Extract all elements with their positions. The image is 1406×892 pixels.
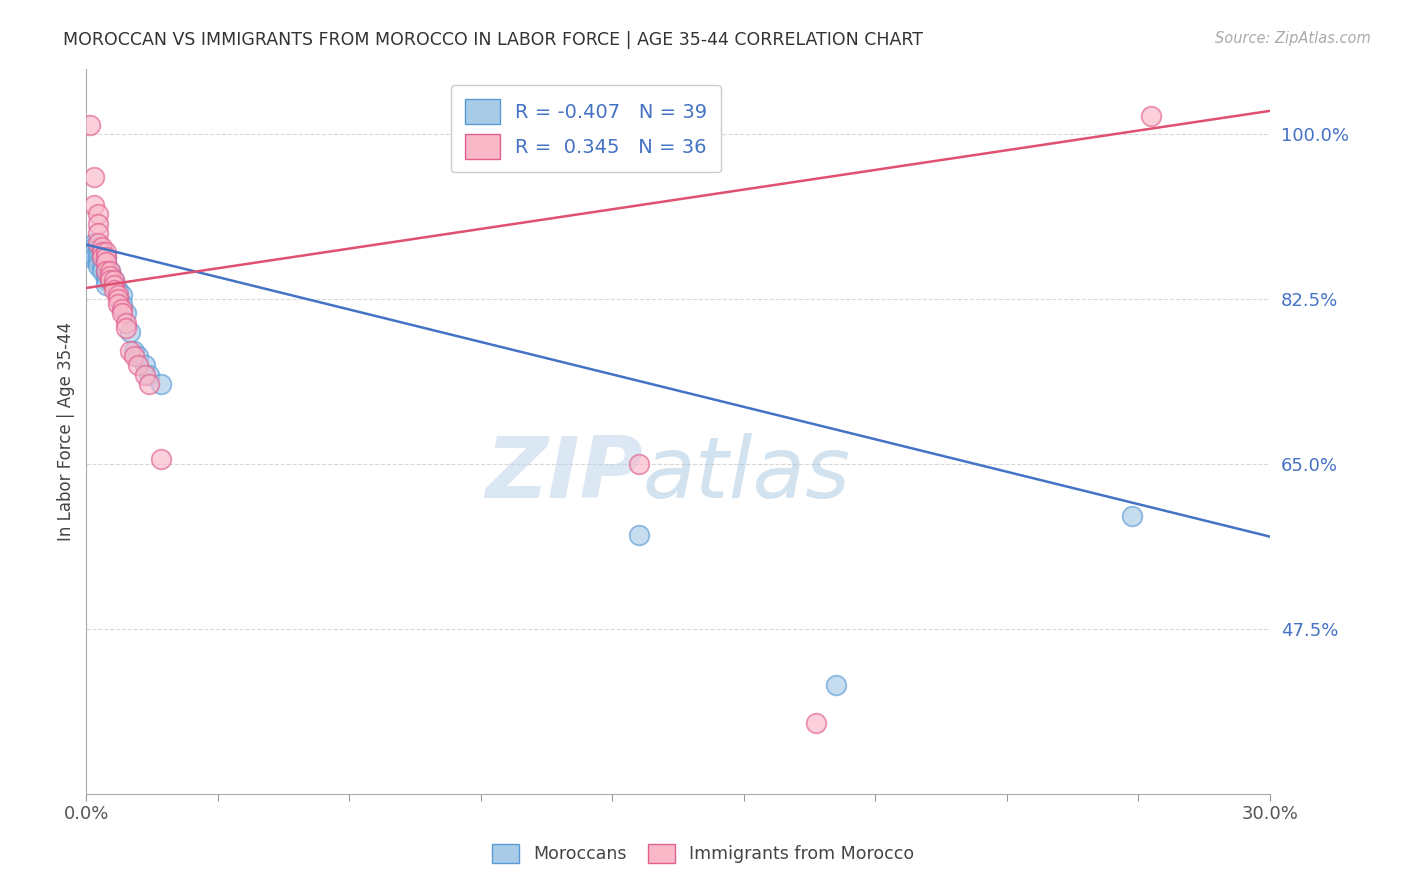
Point <box>87 250 110 264</box>
Point <box>98 264 121 278</box>
Point <box>94 254 117 268</box>
Point <box>98 268 121 283</box>
Point <box>111 287 134 301</box>
Point <box>83 169 105 184</box>
Legend: Moroccans, Immigrants from Morocco: Moroccans, Immigrants from Morocco <box>485 837 921 870</box>
Point <box>83 240 105 254</box>
Point <box>91 250 114 264</box>
Text: atlas: atlas <box>643 434 851 516</box>
Text: Source: ZipAtlas.com: Source: ZipAtlas.com <box>1215 31 1371 46</box>
Point <box>134 358 156 372</box>
Point <box>87 260 110 274</box>
Point <box>87 207 110 221</box>
Point <box>79 250 101 264</box>
Point <box>111 297 134 311</box>
Point <box>114 320 136 334</box>
Point <box>98 273 121 287</box>
Point <box>127 349 149 363</box>
Point <box>122 349 145 363</box>
Point <box>138 368 160 382</box>
Point <box>94 268 117 283</box>
Point <box>98 264 121 278</box>
Point <box>103 278 125 293</box>
Point <box>83 250 105 264</box>
Point <box>118 344 141 359</box>
Point <box>94 250 117 264</box>
Point <box>107 287 129 301</box>
Point <box>83 198 105 212</box>
Point <box>87 217 110 231</box>
Point <box>91 264 114 278</box>
Point <box>103 278 125 293</box>
Point <box>127 358 149 372</box>
Point <box>804 716 827 731</box>
Point <box>114 306 136 320</box>
Point <box>87 240 110 254</box>
Point <box>91 240 114 254</box>
Point <box>91 245 114 260</box>
Point <box>118 325 141 339</box>
Point <box>94 254 117 268</box>
Point <box>107 283 129 297</box>
Point <box>150 377 173 392</box>
Point <box>138 377 160 392</box>
Point <box>111 306 134 320</box>
Point <box>79 118 101 132</box>
Point <box>87 235 110 250</box>
Point <box>150 452 173 467</box>
Point <box>627 457 650 471</box>
Point <box>87 254 110 268</box>
Point <box>103 273 125 287</box>
Legend: R = -0.407   N = 39, R =  0.345   N = 36: R = -0.407 N = 39, R = 0.345 N = 36 <box>451 86 721 172</box>
Point <box>103 283 125 297</box>
Point <box>98 268 121 283</box>
Point <box>107 297 129 311</box>
Point <box>114 316 136 330</box>
Point <box>91 245 114 260</box>
Point <box>122 344 145 359</box>
Text: ZIP: ZIP <box>485 434 643 516</box>
Point <box>91 260 114 274</box>
Point <box>94 264 117 278</box>
Point <box>627 527 650 541</box>
Point <box>98 273 121 287</box>
Point <box>91 250 114 264</box>
Point <box>94 278 117 293</box>
Point <box>94 264 117 278</box>
Point <box>83 245 105 260</box>
Point <box>1140 109 1163 123</box>
Point <box>1121 508 1143 523</box>
Point <box>824 678 846 692</box>
Y-axis label: In Labor Force | Age 35-44: In Labor Force | Age 35-44 <box>58 321 75 541</box>
Point <box>87 227 110 241</box>
Point <box>87 245 110 260</box>
Point <box>83 235 105 250</box>
Point <box>79 245 101 260</box>
Point <box>103 273 125 287</box>
Point <box>134 368 156 382</box>
Text: MOROCCAN VS IMMIGRANTS FROM MOROCCO IN LABOR FORCE | AGE 35-44 CORRELATION CHART: MOROCCAN VS IMMIGRANTS FROM MOROCCO IN L… <box>63 31 924 49</box>
Point <box>107 292 129 306</box>
Point <box>111 301 134 316</box>
Point <box>94 273 117 287</box>
Point <box>94 250 117 264</box>
Point <box>94 245 117 260</box>
